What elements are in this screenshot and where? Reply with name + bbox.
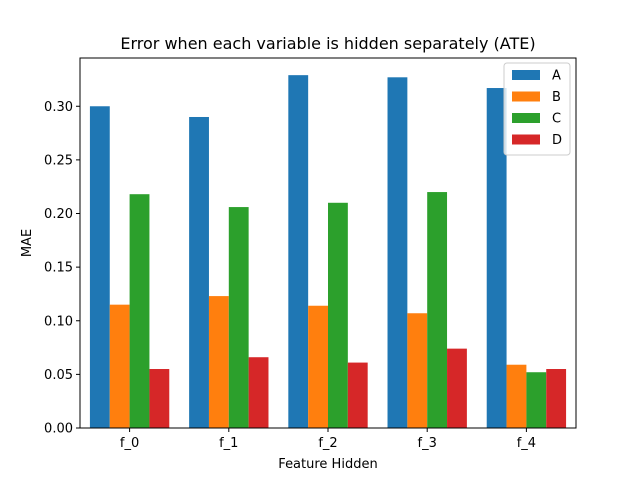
legend-label-C: C [552,112,561,127]
legend-swatch-D [512,134,540,145]
bar-B-f_1 [208,296,229,428]
bar-B-f_0 [109,304,130,428]
y-tick-label: 0.20 [44,207,73,222]
x-tick-label: f_1 [219,436,238,451]
y-axis: 0.00 0.05 0.10 0.15 0.20 0.25 0.30 [44,100,80,437]
bar-C-f_1 [228,207,249,428]
bar-C-f_3 [427,192,448,428]
x-axis-label: Feature Hidden [278,457,377,472]
legend-box [503,62,571,156]
bar-A-f_4 [486,88,507,428]
bar-D-f_0 [149,369,170,428]
y-tick-label: 0.15 [44,261,73,276]
plot-area [79,57,577,429]
y-tick-label: 0.10 [44,314,73,329]
legend-swatch-C [512,113,540,123]
bar-D-f_1 [248,357,269,428]
bar-C-f_2 [328,202,348,428]
legend-label-B: B [552,90,561,105]
bar-A-f_3 [387,77,408,429]
x-axis: f_0 f_1 f_2 f_3 f_4 [120,428,536,451]
bar-D-f_2 [347,362,368,428]
y-tick-label: 0.00 [44,422,73,437]
y-tick-label: 0.05 [44,368,73,383]
legend-label-A: A [552,69,561,84]
legend-swatch-B [512,91,540,102]
x-tick-label: f_3 [418,436,437,451]
legend-label-D: D [552,133,562,148]
bar-D-f_3 [447,348,467,428]
x-tick-label: f_2 [318,436,337,451]
bar-C-f_0 [129,194,150,428]
bar-A-f_2 [288,75,309,428]
y-tick-label: 0.25 [44,153,73,168]
bar-B-f_2 [308,305,328,428]
bar-A-f_0 [89,106,110,428]
bar-C-f_4 [526,372,547,428]
x-tick-label: f_0 [120,436,139,451]
bar-B-f_4 [506,364,527,428]
x-tick-label: f_4 [517,436,536,451]
y-tick-label: 0.30 [44,100,73,115]
legend-swatch-A [512,70,540,80]
bar-D-f_4 [546,369,567,428]
chart-title: Error when each variable is hidden separ… [120,34,535,53]
bar-B-f_3 [407,313,428,428]
y-axis-label: MAE [20,229,35,257]
bar-A-f_1 [189,116,209,429]
